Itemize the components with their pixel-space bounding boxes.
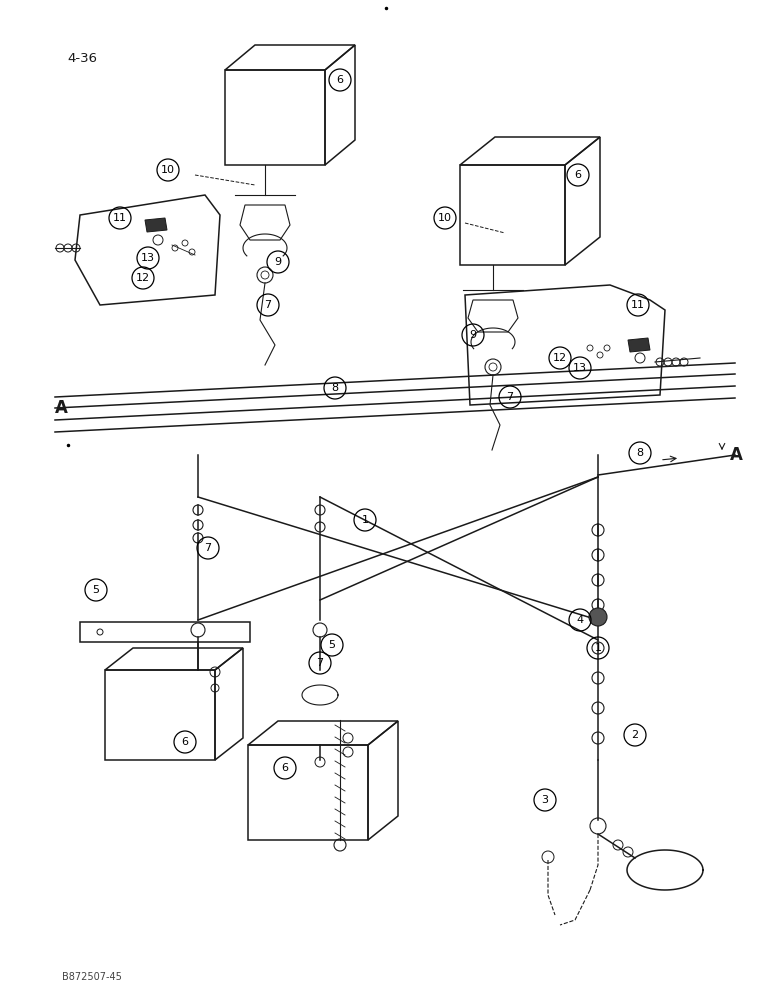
Text: 5: 5 — [329, 640, 336, 650]
Text: 6: 6 — [181, 737, 188, 747]
Text: 12: 12 — [136, 273, 150, 283]
Text: 1: 1 — [361, 515, 368, 525]
Text: 4-36: 4-36 — [67, 52, 97, 65]
Text: 10: 10 — [438, 213, 452, 223]
Text: 7: 7 — [205, 543, 212, 553]
Text: 3: 3 — [541, 795, 548, 805]
Text: 5: 5 — [93, 585, 100, 595]
Text: 13: 13 — [573, 363, 587, 373]
Circle shape — [589, 608, 607, 626]
Text: 6: 6 — [574, 170, 581, 180]
Text: 7: 7 — [317, 658, 323, 668]
Text: 10: 10 — [161, 165, 175, 175]
Text: 11: 11 — [113, 213, 127, 223]
Text: 13: 13 — [141, 253, 155, 263]
Text: 9: 9 — [274, 257, 282, 267]
Text: 6: 6 — [337, 75, 344, 85]
Text: 7: 7 — [265, 300, 272, 310]
Text: 4: 4 — [577, 615, 584, 625]
Text: B872507-45: B872507-45 — [62, 972, 122, 982]
Text: 9: 9 — [469, 330, 476, 340]
Text: A: A — [55, 399, 68, 417]
Text: 12: 12 — [553, 353, 567, 363]
Text: 6: 6 — [282, 763, 289, 773]
Polygon shape — [628, 338, 650, 352]
Polygon shape — [145, 218, 167, 232]
Text: 11: 11 — [631, 300, 645, 310]
Text: 8: 8 — [636, 448, 644, 458]
Text: 7: 7 — [506, 392, 513, 402]
Text: A: A — [730, 446, 743, 464]
Text: 2: 2 — [631, 730, 638, 740]
Text: 8: 8 — [331, 383, 339, 393]
Text: 1: 1 — [594, 643, 601, 653]
